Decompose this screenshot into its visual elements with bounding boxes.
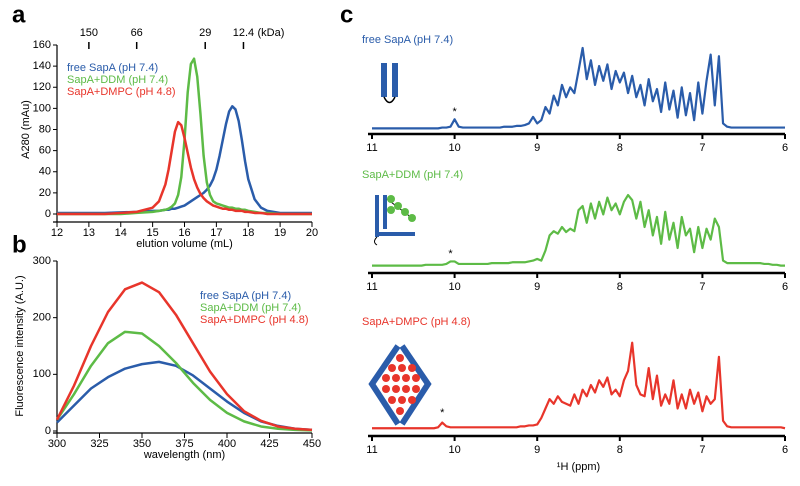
x-axis-label: wavelength (nm)	[143, 449, 225, 461]
x-tick-label: 11	[366, 281, 377, 293]
x-tick-label: 9	[534, 444, 540, 456]
x-tick-label: 6	[782, 281, 788, 293]
x-axis-label: ¹H (ppm)	[557, 461, 600, 473]
x-tick-label: 8	[617, 444, 623, 456]
x-tick-label: 300	[48, 438, 66, 450]
x-tick-label: 450	[303, 438, 321, 450]
icon-ddm	[374, 195, 416, 246]
legend-entry: SapA+DMPC (pH 4.8)	[67, 86, 176, 98]
x-tick-label: 16	[178, 227, 190, 239]
legend-entry: free SapA (pH 7.4)	[200, 290, 291, 302]
x-tick-label: 350	[133, 438, 151, 450]
legend-entry: SapA+DDM (pH 7.4)	[67, 74, 168, 86]
chart-title: SapA+DDM (pH 7.4)	[362, 169, 463, 181]
y-tick-label: 20	[39, 187, 51, 199]
x-tick-label: 9	[534, 142, 540, 154]
x-tick-label: 20	[306, 227, 318, 239]
x-tick-label: 9	[534, 281, 540, 293]
y-tick-label: 60	[39, 145, 51, 157]
y-tick-label: 300	[33, 255, 51, 267]
y-tick-label: 0	[45, 208, 51, 220]
x-tick-label: 18	[242, 227, 254, 239]
x-tick-label: 13	[83, 227, 95, 239]
x-tick-label: 19	[274, 227, 286, 239]
y-tick-label: 200	[33, 312, 51, 324]
x2-tick-label: 12.4	[233, 27, 254, 39]
chart-title: SapA+DMPC (pH 4.8)	[362, 316, 471, 328]
x-tick-label: 10	[448, 142, 460, 154]
x-tick-label: 17	[210, 227, 222, 239]
y-tick-label: 100	[33, 102, 51, 114]
x-tick-label: 7	[699, 281, 705, 293]
data-line	[372, 341, 786, 430]
x-tick-label: 11	[366, 444, 377, 456]
chart-title: free SapA (pH 7.4)	[362, 34, 453, 46]
y-tick-label: 100	[33, 368, 51, 380]
x-tick-label: 7	[699, 142, 705, 154]
x2-tick-label: 66	[131, 27, 143, 39]
y-axis-label: A280 (mAu)	[20, 100, 32, 159]
data-line	[372, 193, 785, 267]
x-tick-label: 14	[115, 227, 127, 239]
x2-axis-label: (kDa)	[257, 27, 284, 39]
x-tick-label: 10	[448, 444, 460, 456]
panel-letter: b	[12, 231, 27, 258]
y-tick-label: 0	[45, 425, 51, 437]
y-tick-label: 40	[39, 166, 51, 178]
x-tick-label: 325	[90, 438, 108, 450]
y-tick-label: 160	[33, 39, 51, 51]
y-tick-label: 80	[39, 123, 51, 135]
x-tick-label: 375	[175, 438, 193, 450]
x-tick-label: 8	[617, 142, 623, 154]
x2-tick-label: 29	[199, 27, 211, 39]
panel-letter: a	[12, 1, 26, 28]
x-tick-label: 12	[51, 227, 63, 239]
legend-entry: SapA+DDM (pH 7.4)	[200, 302, 301, 314]
data-line	[55, 281, 313, 432]
legend-entry: SapA+DMPC (pH 4.8)	[200, 314, 309, 326]
data-line	[57, 57, 312, 216]
x-tick-label: 8	[617, 281, 623, 293]
y-axis-label: Fluorescence intensity (A.U.)	[14, 275, 26, 416]
annotation: *	[440, 407, 445, 419]
x-tick-label: 7	[699, 444, 705, 456]
annotation: *	[448, 248, 453, 260]
data-line	[55, 330, 313, 432]
x-tick-label: 425	[260, 438, 278, 450]
icon-dmpc	[368, 344, 432, 426]
y-tick-label: 140	[33, 60, 51, 72]
data-line	[57, 120, 312, 216]
panel-letter: c	[340, 1, 353, 28]
legend-entry: free SapA (pH 7.4)	[67, 62, 158, 74]
x-axis-label: elution volume (mL)	[136, 238, 233, 250]
annotation: *	[452, 106, 457, 118]
data-line	[372, 46, 785, 130]
icon-free	[381, 63, 398, 104]
x-tick-label: 400	[218, 438, 236, 450]
y-tick-label: 120	[33, 81, 51, 93]
x-tick-label: 10	[448, 281, 460, 293]
x2-tick-label: 150	[80, 27, 98, 39]
x-tick-label: 6	[782, 142, 788, 154]
x-tick-label: 15	[147, 227, 159, 239]
x-tick-label: 11	[366, 142, 377, 154]
x-tick-label: 6	[782, 444, 788, 456]
